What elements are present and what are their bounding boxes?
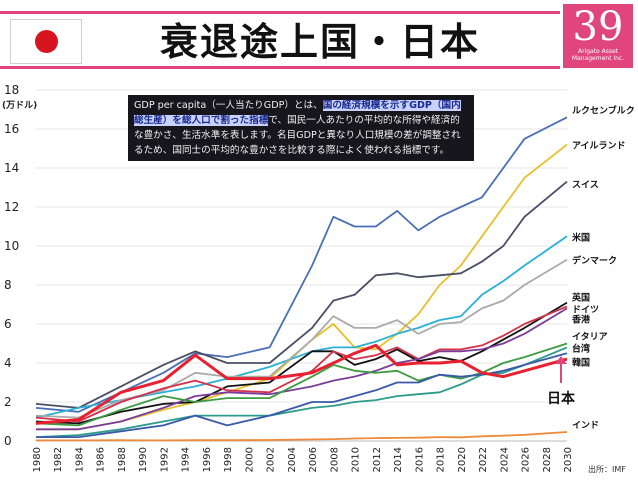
y-tick-label: 16 — [4, 122, 19, 136]
x-tick-label: 1980 — [32, 447, 43, 472]
japan-flag-icon — [10, 19, 82, 64]
series-end-label: イタリア — [572, 331, 608, 343]
series-line — [35, 301, 568, 425]
note-text-1: GDP per capita（一人当たりGDP）とは、 — [134, 100, 323, 111]
x-tick-label: 2022 — [478, 447, 489, 472]
y-tick-label: 4 — [4, 356, 12, 370]
series-line — [35, 346, 568, 438]
y-tick-label: 2 — [4, 395, 12, 409]
series-line — [35, 116, 568, 413]
series-end-label: デンマーク — [572, 255, 617, 267]
series-end-label: 米国 — [571, 231, 590, 243]
series-line — [35, 305, 568, 423]
x-tick-label: 2002 — [266, 447, 277, 472]
x-tick-label: 2016 — [414, 447, 425, 472]
series-end-label: 英国 — [571, 292, 590, 304]
note-text-2: で、国民一人あたりの平均的な所得や経済的な豊かさ、生活水準を表します。名目GDP… — [134, 115, 461, 156]
y-tick-label: 12 — [4, 200, 19, 214]
x-tick-label: 2028 — [542, 447, 553, 472]
japan-arrow — [560, 361, 562, 383]
badge-brand: Arigato Asset Management Inc. — [571, 48, 625, 62]
gdp-per-capita-line-chart: 0 2 4 6 8 10 12 14 16 18 (万ドル) 1980 1982 1984 1986 1988… — [2, 83, 635, 472]
series-end-label: アイルランド — [572, 141, 626, 152]
x-tick-label: 2024 — [499, 447, 510, 472]
x-tick-label: 1982 — [53, 447, 64, 472]
x-tick-label: 2004 — [287, 447, 298, 472]
x-tick-label: 2026 — [521, 447, 532, 472]
x-tick-label: 2018 — [436, 447, 447, 472]
y-tick-label: 18 — [4, 83, 19, 97]
y-tick-label: 14 — [4, 161, 19, 175]
series-end-label: インド — [572, 420, 599, 431]
series-line — [35, 235, 568, 419]
x-tick-label: 1984 — [74, 447, 85, 472]
series-line — [35, 180, 568, 409]
slide-number: 39 — [572, 4, 624, 50]
definition-note: GDP per capita（一人当たりGDP）とは、国の経済規模を示すGDP（… — [128, 95, 474, 161]
x-tick-label: 1986 — [96, 447, 107, 472]
series-line — [35, 343, 568, 425]
x-tick-label: 2012 — [372, 447, 383, 472]
y-tick-label: 8 — [4, 278, 12, 292]
y-tick-label: 6 — [4, 317, 12, 331]
series-end-label: 韓国 — [572, 356, 590, 368]
series-line — [35, 258, 568, 419]
japan-arrow-head — [555, 356, 567, 364]
series-end-label: ルクセンブルク — [572, 104, 635, 116]
japan-callout-label: 日本 — [547, 391, 575, 407]
header-top-line — [0, 11, 560, 14]
page-title: 衰退途上国・日本 — [159, 20, 480, 64]
slide-number-badge: 39 Arigato Asset Management Inc. — [563, 4, 633, 68]
y-tick-label: 10 — [4, 239, 19, 253]
series-end-label: 香港 — [571, 313, 591, 325]
series-end-label: 台湾 — [572, 342, 590, 354]
x-tick-label: 2000 — [244, 447, 255, 472]
series-line — [36, 431, 568, 442]
series-end-label: ドイツ — [572, 304, 599, 315]
x-tick-label: 2008 — [329, 447, 340, 472]
x-tick-label: 2010 — [351, 447, 362, 472]
y-tick-label: 0 — [4, 434, 12, 448]
x-tick-label: 2014 — [393, 447, 404, 472]
x-tick-label: 1994 — [181, 447, 192, 472]
series-line — [36, 307, 568, 431]
x-tick-label: 2020 — [457, 447, 468, 472]
y-axis-unit-label: (万ドル) — [2, 100, 37, 111]
header-bottom-line — [0, 66, 560, 69]
source-label: 出所：IMF — [588, 465, 626, 474]
x-tick-label: 2030 — [563, 447, 574, 472]
x-tick-label: 1988 — [117, 447, 128, 472]
x-tick-label: 2006 — [308, 447, 319, 472]
series-line — [36, 352, 568, 439]
x-tick-label: 1996 — [202, 447, 213, 472]
x-tick-label: 1992 — [159, 447, 170, 472]
series-end-label: スイス — [572, 180, 599, 191]
x-tick-label: 1990 — [138, 447, 149, 472]
x-tick-label: 1998 — [223, 447, 234, 472]
